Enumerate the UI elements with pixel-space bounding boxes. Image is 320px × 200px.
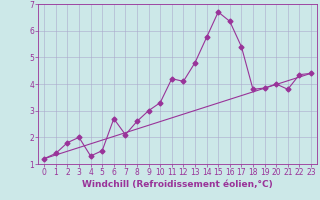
X-axis label: Windchill (Refroidissement éolien,°C): Windchill (Refroidissement éolien,°C): [82, 180, 273, 189]
